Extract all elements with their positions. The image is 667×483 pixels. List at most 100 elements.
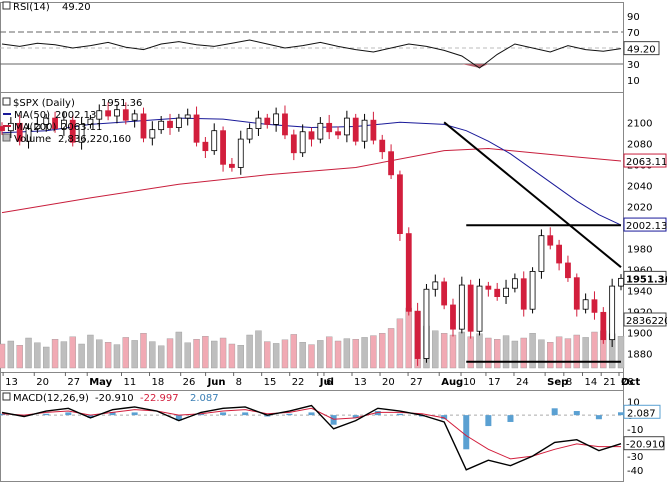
macd-histogram-bar: [618, 412, 624, 416]
ma200-legend-label: MA(200): [14, 122, 56, 133]
candle-body: [7, 122, 14, 132]
volume-bar: [34, 342, 41, 369]
macd-legend-label: MACD(12,26,9): [13, 393, 89, 404]
candle-body: [529, 270, 536, 310]
ma200-line: [1, 148, 622, 214]
date-label: 27: [410, 377, 423, 388]
volume-bar: [219, 337, 227, 369]
volume-bar: [502, 335, 510, 369]
candle-body: [388, 151, 394, 176]
volume-bar: [281, 339, 289, 369]
macd-histogram-bar: [352, 415, 359, 418]
volume-bar: [564, 338, 572, 369]
candle-body: [282, 113, 288, 136]
candle-body: [255, 117, 262, 129]
volume-bar: [529, 333, 536, 369]
volume-bar: [317, 340, 324, 369]
macd-histogram-bar: [396, 413, 403, 416]
volume-bar: [255, 330, 262, 369]
price-tick-label: 2040: [627, 181, 652, 192]
macd-histogram-bar: [485, 415, 492, 427]
macd-histogram-bar: [286, 413, 293, 416]
volume-bar: [184, 342, 191, 369]
volume-bar: [299, 342, 306, 369]
date-label: 8: [566, 377, 572, 388]
volume-bar: [617, 336, 625, 369]
volume-bar: [387, 328, 395, 369]
macd-tick-label: -40: [627, 466, 643, 477]
volume-legend-swatch: [2, 133, 11, 142]
macd-legend-signal: -22.997: [140, 393, 179, 404]
date-label: 28: [621, 377, 634, 388]
volume-bar: [555, 336, 563, 369]
volume-bar: [131, 340, 138, 369]
candle-body: [131, 113, 138, 121]
rsi-legend-value: 49.20: [62, 2, 91, 13]
candle-body: [43, 117, 50, 125]
price-tick-label: 1980: [627, 244, 652, 255]
price-tick-label: 1880: [627, 349, 652, 360]
volume-bar: [16, 345, 23, 369]
candle-body: [317, 122, 324, 140]
macd-histogram-bar: [308, 412, 315, 416]
date-label: 11: [123, 377, 136, 388]
rsi-oversold-fill: [461, 64, 489, 68]
macd-value-label: -20.910: [626, 440, 665, 451]
candle-body: [476, 285, 483, 332]
volume-bar: [467, 336, 474, 369]
candle-body: [290, 134, 297, 154]
candle-body: [237, 138, 244, 168]
volume-bar: [149, 341, 156, 369]
macd-histogram-bar: [441, 415, 448, 420]
rsi-value-label: 49.20: [627, 45, 656, 56]
volume-bar: [25, 337, 32, 369]
candle-body: [246, 128, 253, 140]
macd-histogram-bar: [507, 415, 514, 422]
volume-bar: [573, 334, 580, 369]
candle-body: [361, 119, 368, 142]
candle-body: [441, 281, 448, 306]
candle-body: [220, 130, 226, 165]
date-label: May: [89, 377, 112, 388]
date-label: 10: [463, 377, 476, 388]
rsi-line: [1, 39, 622, 69]
macd-histogram-bar: [109, 412, 116, 416]
price-tick-label: 1960: [627, 265, 652, 276]
ma200-legend-value: 2063.11: [61, 122, 102, 133]
volume-bar: [228, 343, 236, 369]
macd-histogram-bar: [0, 413, 5, 416]
price-tick-label: 2100: [627, 118, 652, 129]
candle-body: [503, 287, 509, 298]
rsi-legend-label: RSI(14): [13, 2, 50, 13]
close-box: [623, 270, 667, 285]
rsi-tick-label: 30: [627, 60, 640, 71]
macd-histogram-bar: [573, 411, 580, 416]
candle-body: [158, 120, 165, 131]
candle-body: [69, 119, 76, 143]
volume-bar: [140, 333, 147, 369]
candle-body: [591, 299, 598, 313]
volume-bar: [166, 338, 174, 369]
candle-body: [450, 304, 456, 330]
candle-body: [105, 110, 112, 117]
volume-bar: [361, 337, 368, 369]
candle-body: [175, 117, 182, 128]
candle-body: [494, 288, 501, 297]
price-tick-label: 1900: [627, 328, 652, 339]
volume-bar: [60, 341, 68, 369]
candle-body: [52, 117, 58, 129]
date-label: 22: [292, 377, 305, 388]
volume-bar: [96, 339, 103, 369]
date-label: 20: [36, 377, 49, 388]
date-label: 18: [152, 377, 165, 388]
macd-histogram-bar: [175, 415, 182, 421]
volume-bar: [7, 340, 15, 369]
volume-bar: [157, 345, 165, 369]
ma50-legend-value: 2002.13: [55, 110, 96, 121]
candle-body: [78, 124, 85, 143]
volume-bar: [485, 337, 492, 369]
volume-bar: [405, 307, 412, 369]
macd-tick-label: -30: [627, 452, 643, 463]
volume-bar: [113, 344, 121, 369]
candle-body: [405, 233, 412, 312]
